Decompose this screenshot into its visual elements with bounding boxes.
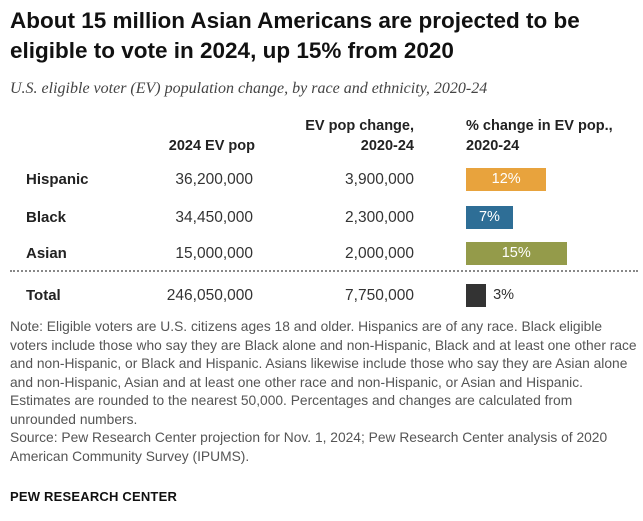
table-row-total: Total 246,050,000 7,750,000 3% [0, 282, 643, 312]
ev-change-value: 2,000,000 [345, 245, 414, 262]
column-header-pct-change: % change in EV pop., 2020-24 [466, 118, 613, 154]
chart-notes: Note: Eligible voters are U.S. citizens … [10, 318, 640, 466]
table-row-asian: Asian 15,000,000 2,000,000 15% [0, 240, 643, 270]
pct-change-bar [466, 168, 547, 191]
note-text: Note: Eligible voters are U.S. citizens … [10, 319, 637, 427]
pct-change-label: 3% [493, 287, 515, 303]
row-label: Asian [26, 245, 67, 262]
pct-change-label: 15% [501, 245, 531, 261]
total-divider [10, 270, 638, 272]
column-header-ev-change: EV pop change, 2020-24 [305, 118, 414, 154]
ev-change-value: 7,750,000 [345, 287, 414, 304]
ev-change-value: 2,300,000 [345, 209, 414, 226]
pct-change-bar [466, 242, 567, 265]
ev-change-value: 3,900,000 [345, 171, 414, 188]
pew-logo-text: PEW RESEARCH CENTER [10, 489, 178, 504]
pct-change-label: 7% [478, 209, 500, 225]
row-label: Hispanic [26, 171, 89, 188]
table-row-hispanic: Hispanic 36,200,000 3,900,000 12% [0, 166, 643, 196]
column-header-ev-pop: 2024 EV pop [168, 138, 255, 154]
pct-change-label: 12% [491, 171, 521, 187]
row-label: Total [26, 287, 61, 304]
row-label: Black [26, 209, 67, 226]
ev-pop-value: 34,450,000 [175, 209, 253, 226]
pct-change-bar [466, 206, 513, 229]
chart-subtitle: U.S. eligible voter (EV) population chan… [10, 80, 488, 97]
ev-pop-value: 36,200,000 [175, 171, 253, 188]
table-row-black: Black 34,450,000 2,300,000 7% [0, 204, 643, 234]
ev-pop-value: 246,050,000 [166, 287, 253, 304]
chart-title: About 15 million Asian Americans are pro… [10, 8, 580, 63]
pct-change-bar [466, 284, 487, 307]
source-text: Source: Pew Research Center projection f… [10, 430, 608, 464]
ev-pop-value: 15,000,000 [175, 245, 253, 262]
